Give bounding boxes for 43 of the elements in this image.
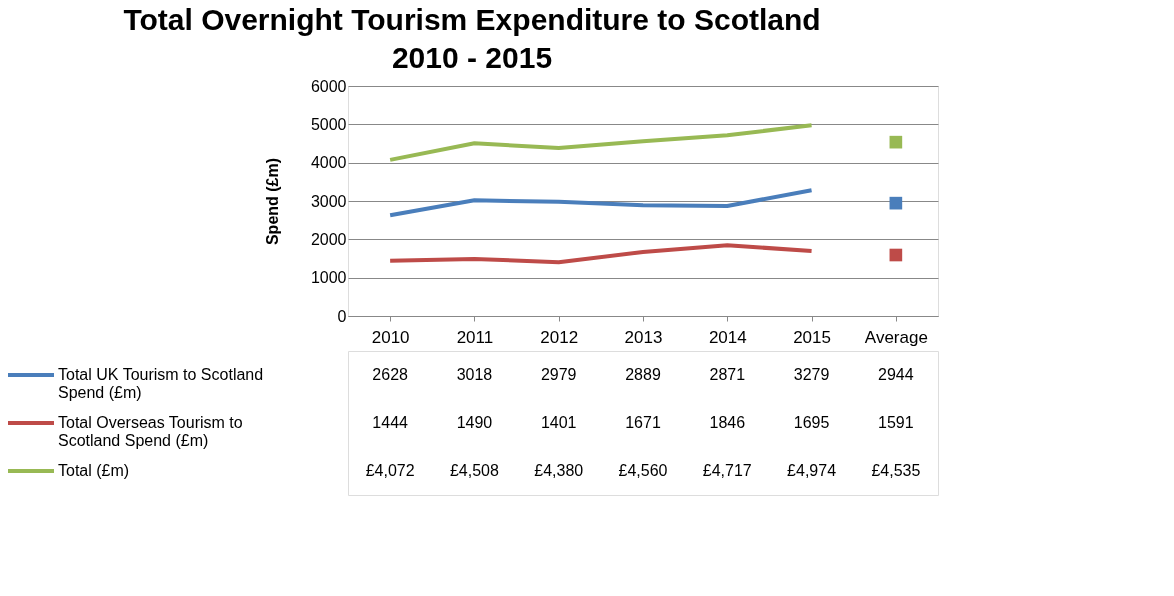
text: 2944 [878,366,914,383]
data-label: 3018 [456,366,493,383]
data-label: £4,560 [618,462,668,479]
chart-title: Total Overnight Tourism Expenditure to Scotland 2010 - 2015 [123,2,821,74]
legend-label: Total UK Tourism to Scotland Spend (£m) [58,366,264,401]
data-label: 2871 [709,366,746,383]
data-label: £4,380 [534,462,584,479]
x-tick-label: 2011 [456,327,494,347]
x-tick-label: 2014 [708,327,747,347]
data-label: 1490 [456,414,493,431]
y-axis-title: Spend (£m) [263,157,281,246]
data-label: 2628 [372,366,409,383]
y-tick-label: 4000 [310,154,347,172]
x-tick-label: 2015 [793,327,831,347]
data-label: 1444 [372,414,409,431]
x-tick-label: Average [864,327,928,347]
line-series [388,188,814,218]
text: 1591 [878,414,914,431]
data-label: £4,974 [787,462,837,479]
data-label: 3279 [793,366,830,383]
x-tick-label: 2012 [540,327,579,347]
data-label: 1671 [625,414,661,431]
y-tick-label: 3000 [310,192,347,210]
data-label: 1695 [793,414,830,431]
legend-label: Total (£m) [58,462,130,479]
x-tick-label: 2013 [624,327,663,347]
x-tick-label: 2010 [371,327,410,347]
y-tick-label: 5000 [310,115,347,133]
text: £4,535 [871,462,921,479]
y-tick-label: 2000 [310,230,347,248]
y-tick-label: 1000 [310,269,347,287]
data-label: 2889 [625,366,661,383]
data-label: £4,717 [702,462,752,479]
line-series [388,243,814,265]
legend-label: Total Overseas Tourism to Scotland Spend (£m) [58,414,243,449]
y-tick-label: 6000 [310,77,347,95]
y-tick-label: 0 [337,307,347,325]
data-label: 1846 [709,414,746,431]
line-series [388,123,814,162]
data-label: £4,072 [365,462,415,479]
data-label: 2979 [540,366,577,383]
data-label: £4,508 [449,462,499,479]
data-label: 1401 [540,414,577,431]
